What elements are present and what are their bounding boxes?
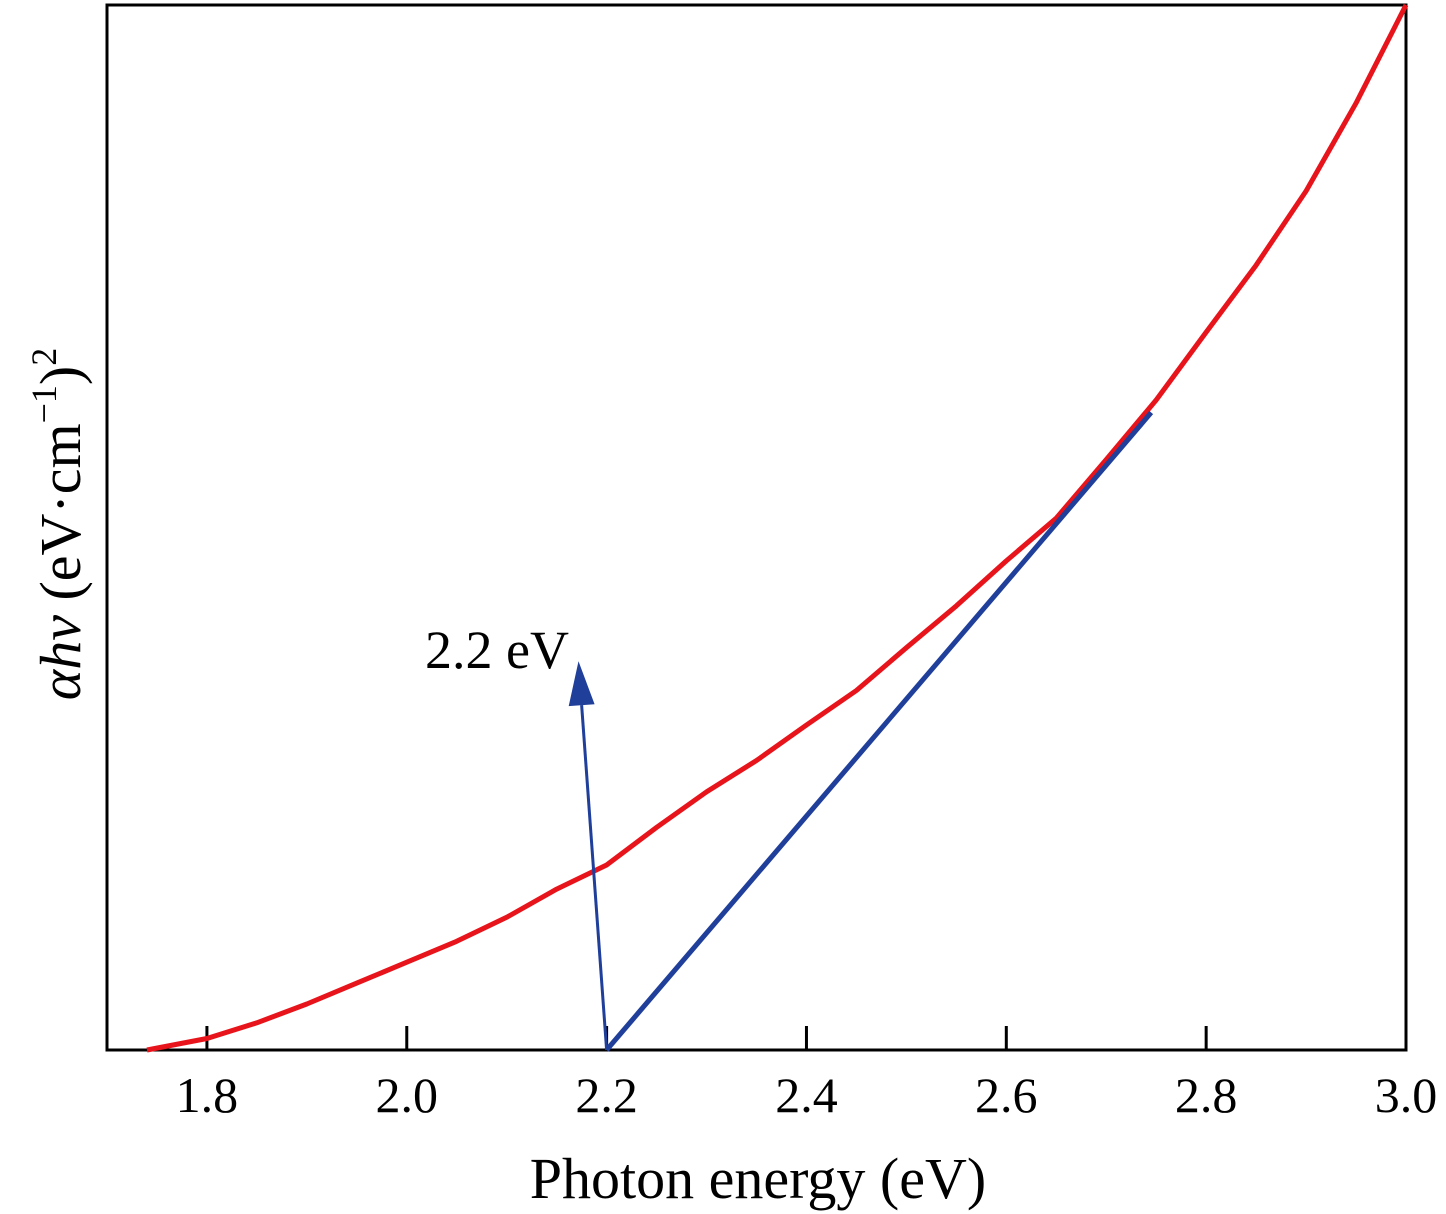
x-tick-label: 1.8	[176, 1067, 239, 1123]
x-tick-label: 2.6	[975, 1067, 1038, 1123]
x-tick-label: 2.8	[1175, 1067, 1238, 1123]
x-tick-label: 3.0	[1375, 1067, 1438, 1123]
series-layer	[146, 3, 1409, 1053]
annotation-layer	[568, 661, 609, 1051]
y-axis-unit-prefix: (eV·cm	[28, 423, 93, 615]
linear-fit-line	[604, 410, 1154, 1052]
x-tick-label: 2.0	[376, 1067, 439, 1123]
absorption-curve	[146, 3, 1409, 1053]
plot-frame	[105, 3, 1408, 1052]
x-axis-ticks: 1.8 2.0 2.2 2.4 2.6 2.8 3.0	[176, 1026, 1438, 1123]
y-axis-title: αhν (eV·cm−1)2	[24, 348, 93, 700]
plot-area	[105, 3, 1408, 1052]
y-axis-power: 2	[24, 348, 64, 366]
x-tick-label: 2.4	[775, 1067, 838, 1123]
y-axis-symbol: αhν	[28, 615, 93, 700]
y-axis-unit-suffix: )	[28, 366, 93, 385]
x-tick-label: 2.2	[575, 1067, 638, 1123]
bandgap-arrow-shaft	[580, 705, 609, 1051]
y-axis-unit-exp: −1	[24, 385, 64, 423]
bandgap-arrow-head	[568, 661, 595, 707]
bandgap-annotation-label: 2.2 eV	[425, 620, 569, 680]
x-axis-title: Photon energy (eV)	[530, 1146, 986, 1211]
